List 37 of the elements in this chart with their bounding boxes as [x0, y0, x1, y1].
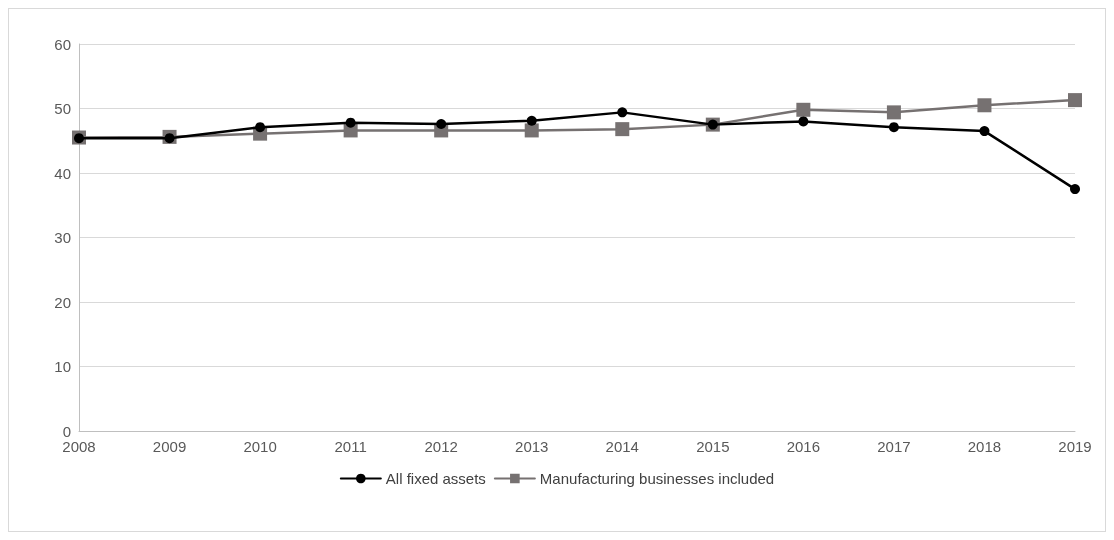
point	[436, 118, 447, 129]
x-tick-label: 2014	[605, 438, 639, 455]
point	[524, 123, 539, 138]
x-tick-label: 2010	[243, 438, 277, 455]
point	[977, 98, 992, 113]
x-tick-label: 2013	[515, 438, 549, 455]
y-tick-label: 50	[54, 100, 71, 117]
point	[1068, 93, 1082, 108]
point	[979, 126, 990, 137]
point	[798, 116, 809, 127]
y-tick-label: 30	[54, 229, 71, 246]
x-tick-label: 2017	[877, 438, 911, 455]
point	[796, 102, 811, 117]
point	[886, 105, 901, 120]
x-tick-label: 2015	[696, 438, 730, 455]
point	[617, 107, 628, 118]
x-tick-label: 2009	[152, 438, 187, 455]
x-tick-label: 2011	[334, 438, 367, 455]
y-tick-label: 60	[54, 35, 71, 53]
x-tick-label: 2019	[1058, 438, 1092, 455]
point	[526, 115, 537, 126]
x-tick-label: 2012	[424, 438, 458, 455]
x-tick-label: 2008	[62, 438, 96, 455]
legend-label: All fixed assets	[385, 470, 486, 487]
point	[888, 122, 899, 133]
point	[255, 122, 266, 133]
y-tick-label: 10	[54, 358, 71, 375]
x-tick-label: 2018	[967, 438, 1002, 455]
x-tick-label: 2016	[786, 438, 821, 455]
y-tick-label: 40	[54, 164, 71, 182]
point	[345, 117, 356, 128]
point	[164, 133, 175, 144]
legend-label: Manufacturing businesses included	[539, 470, 775, 487]
point	[1070, 184, 1080, 195]
point	[615, 122, 630, 137]
y-tick-label: 0	[62, 422, 71, 440]
y-tick-label: 20	[54, 293, 71, 311]
